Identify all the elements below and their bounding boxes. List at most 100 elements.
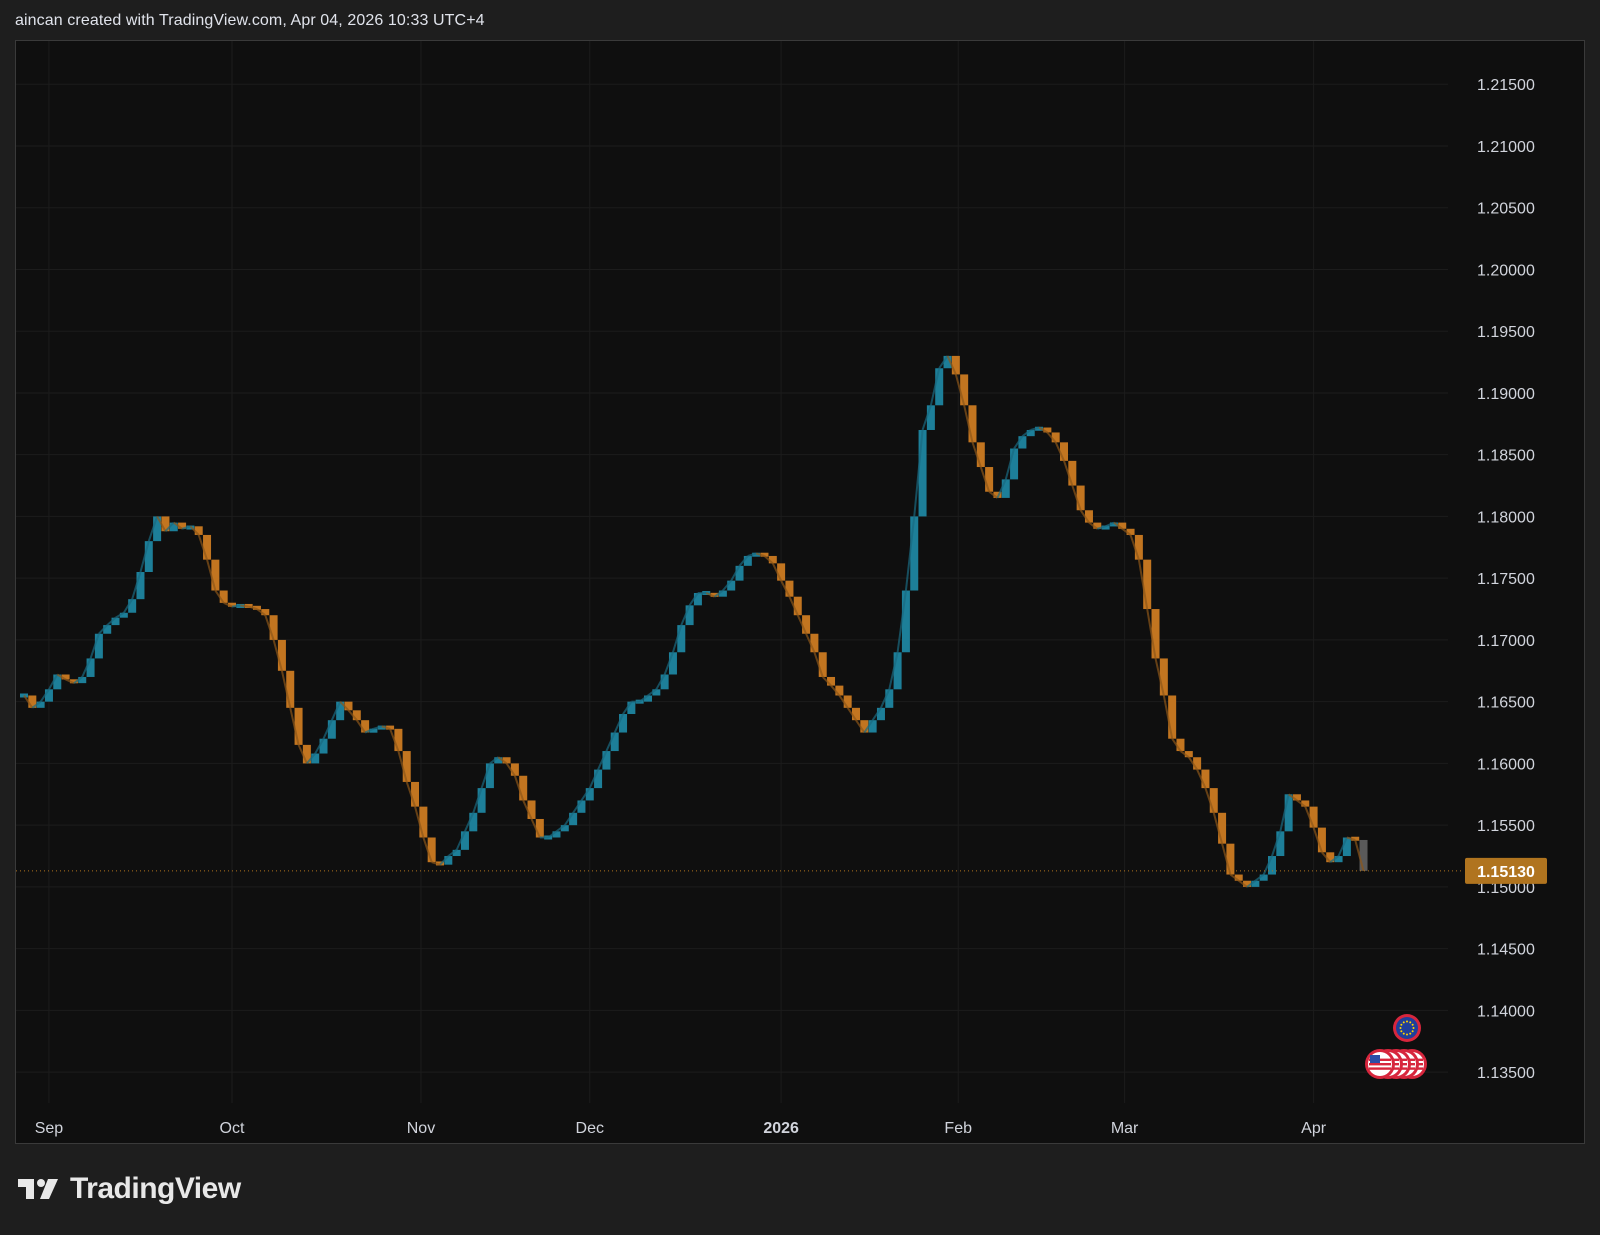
eu-star xyxy=(1411,1023,1414,1026)
candle xyxy=(519,775,528,801)
price-tick-label: 1.15000 xyxy=(1477,880,1535,897)
series-line-segment xyxy=(1088,521,1098,530)
series-line-segment xyxy=(929,368,941,406)
series-line-segment xyxy=(1321,851,1332,863)
candle xyxy=(169,522,178,532)
series-line-segment xyxy=(888,652,899,690)
candle xyxy=(277,639,286,671)
candle xyxy=(53,674,62,690)
event-markers[interactable] xyxy=(1365,1014,1427,1079)
series-line-segment xyxy=(347,709,358,721)
candle xyxy=(494,757,503,764)
candle xyxy=(835,685,844,696)
series-line-segment xyxy=(489,756,499,765)
event-marker-eu[interactable] xyxy=(1393,1014,1421,1042)
candle xyxy=(502,757,511,764)
series-line-segment xyxy=(713,589,724,598)
candle xyxy=(735,565,744,581)
candle xyxy=(28,695,37,708)
series-line-segment xyxy=(189,525,200,536)
candle xyxy=(44,689,53,702)
series-line-segment xyxy=(605,732,616,752)
series-line-segment xyxy=(505,762,516,777)
series-line-segment xyxy=(821,676,832,687)
candle xyxy=(1292,794,1301,801)
series-line-segment xyxy=(572,799,583,814)
series-line-segment xyxy=(455,830,466,851)
candle xyxy=(1051,432,1060,443)
candle xyxy=(1268,856,1276,875)
candle xyxy=(727,580,736,591)
series-line-segment xyxy=(447,849,458,857)
candle xyxy=(361,720,370,733)
candle xyxy=(935,368,944,406)
candle xyxy=(78,676,87,684)
series-line-segment xyxy=(414,806,425,838)
candle xyxy=(419,806,428,838)
candle xyxy=(660,674,669,690)
event-marker-us[interactable] xyxy=(1365,1049,1395,1079)
series-line-segment xyxy=(1162,695,1174,739)
series-line-segment xyxy=(23,694,34,709)
price-tick-label: 1.16000 xyxy=(1477,756,1535,773)
series-line-segment xyxy=(1004,448,1016,480)
candle xyxy=(103,625,112,634)
candle xyxy=(1001,479,1010,498)
candle xyxy=(144,541,153,572)
candle xyxy=(1309,806,1318,828)
series-line-segment xyxy=(672,624,683,653)
time-tick-label: Nov xyxy=(407,1120,435,1137)
candle xyxy=(768,555,777,564)
series-line-segment xyxy=(1038,426,1048,434)
candle xyxy=(469,812,478,832)
candle xyxy=(527,800,536,819)
series-line-segment xyxy=(147,516,159,542)
series-line-segment xyxy=(963,405,974,443)
price-chart[interactable]: 1.21500 1.21000 1.20500 1.20000 1.19500 1.190… xyxy=(16,41,1584,1143)
series-line-segment xyxy=(1329,855,1340,864)
price-tick-label: 1.19500 xyxy=(1477,324,1535,341)
series-line-segment xyxy=(73,676,83,684)
candle xyxy=(211,559,220,591)
price-tick-label: 1.16500 xyxy=(1477,695,1535,712)
series-line-segment xyxy=(472,787,483,814)
candle xyxy=(386,725,395,730)
series-line-segment xyxy=(755,552,765,557)
candle xyxy=(1026,429,1035,437)
series-line-segment xyxy=(863,719,874,734)
candle xyxy=(552,831,561,838)
series-line-segment xyxy=(264,614,275,641)
series-line-segment xyxy=(115,611,125,619)
series-line-segment xyxy=(1137,559,1149,610)
series-line-segment xyxy=(39,688,50,703)
series-line-segment xyxy=(339,700,350,712)
series-line-segment xyxy=(106,616,117,626)
candle xyxy=(1193,757,1202,770)
candle xyxy=(1035,426,1044,431)
candle xyxy=(344,701,353,711)
candle xyxy=(86,658,95,677)
series-line-segment xyxy=(954,374,966,406)
series-line-segment xyxy=(197,534,208,560)
series-line-segment xyxy=(314,738,325,755)
series-line-segment xyxy=(1204,787,1215,814)
series-line-segment xyxy=(98,624,108,635)
candle xyxy=(893,652,902,690)
price-tick-label: 1.18000 xyxy=(1477,509,1535,526)
price-series xyxy=(20,355,1368,888)
candle xyxy=(1143,559,1152,610)
candle xyxy=(394,728,403,752)
price-tick-label: 1.14000 xyxy=(1477,1003,1535,1020)
candle xyxy=(1351,836,1360,841)
candle xyxy=(228,602,236,607)
series-line-segment xyxy=(1262,855,1273,875)
series-line-segment xyxy=(1196,769,1207,789)
series-line-segment xyxy=(722,579,732,592)
candle xyxy=(402,751,411,782)
price-tick-label: 1.17500 xyxy=(1477,571,1535,588)
candle xyxy=(810,633,819,653)
chart-panel[interactable]: 1.21500 1.21000 1.20500 1.20000 1.19500 1.190… xyxy=(15,40,1585,1144)
series-line-segment xyxy=(373,725,383,730)
series-line-segment xyxy=(280,670,292,709)
candle xyxy=(1134,534,1143,560)
